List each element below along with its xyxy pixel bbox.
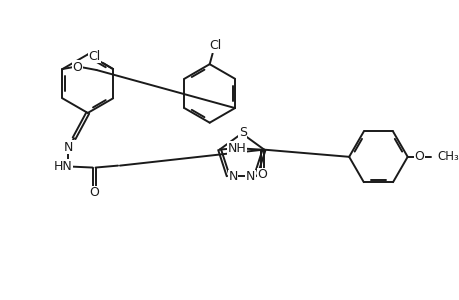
Text: O: O <box>72 61 82 74</box>
Text: O: O <box>257 169 267 182</box>
Text: NH: NH <box>227 142 246 155</box>
Text: Cl: Cl <box>88 50 101 63</box>
Text: N: N <box>63 141 73 154</box>
Text: O: O <box>90 186 99 200</box>
Text: CH₃: CH₃ <box>436 150 458 163</box>
Text: Cl: Cl <box>209 39 221 52</box>
Text: O: O <box>414 150 423 163</box>
Text: S: S <box>238 126 246 139</box>
Text: N: N <box>228 170 237 183</box>
Text: HN: HN <box>54 160 73 173</box>
Text: N: N <box>246 170 255 183</box>
